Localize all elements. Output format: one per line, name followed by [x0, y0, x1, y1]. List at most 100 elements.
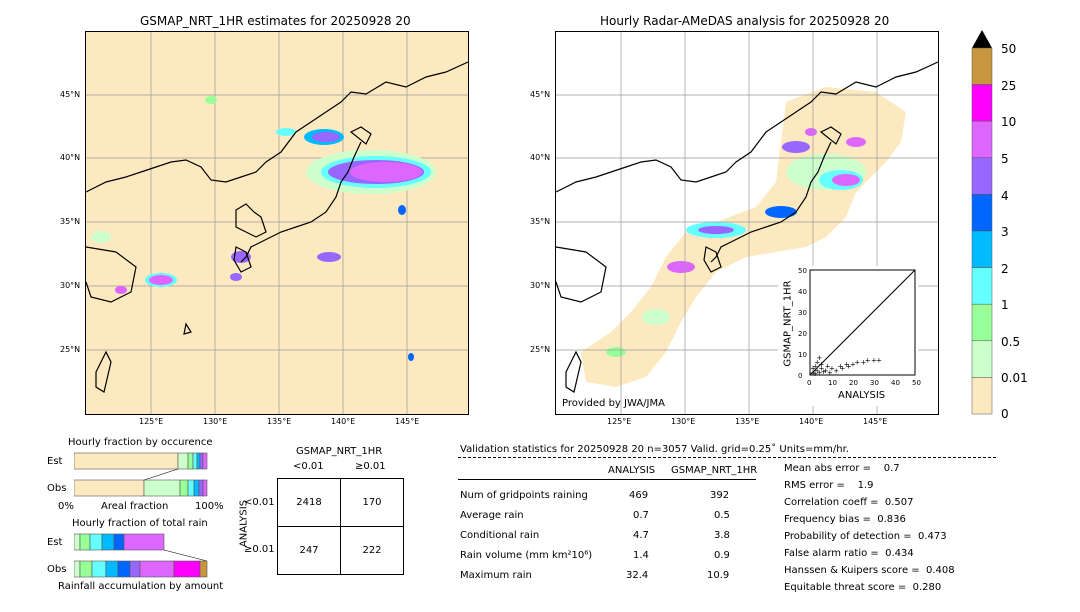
- total-bars: [74, 533, 208, 578]
- scatter-xlabel: ANALYSIS: [838, 390, 886, 401]
- scatter-ytick: 0: [798, 372, 802, 380]
- cbar-label-25: 25: [1001, 79, 1017, 93]
- scatter-point: +: [810, 369, 816, 377]
- left-map: [85, 31, 469, 415]
- scatter-ytick: 10: [798, 351, 807, 359]
- score-6: Hanssen & Kuipers score = 0.408: [784, 565, 955, 576]
- right-lat-40: 40°N: [530, 153, 551, 162]
- cbar-label-5: 5: [1001, 152, 1009, 166]
- scatter-point: +: [861, 358, 867, 366]
- scatter-point: +: [865, 356, 871, 364]
- row-b-0: 392: [710, 490, 730, 501]
- cbar-label-4: 4: [1001, 189, 1009, 203]
- left-lon-135: 135°E: [267, 417, 292, 426]
- scatter-point: +: [814, 367, 820, 375]
- scatter-plot: +++++++++++++++++ ++ + ++++++ 0010102020303…: [798, 267, 921, 387]
- scatter-ytick: 20: [798, 330, 807, 338]
- right-lon-130: 130°E: [671, 417, 696, 426]
- occ-axis-left: 0%: [58, 501, 74, 512]
- scatter-point: +: [876, 356, 882, 364]
- left-lat-35: 35°N: [60, 217, 81, 226]
- score-5: False alarm ratio = 0.434: [784, 548, 914, 559]
- row-label-4: Maximum rain: [460, 570, 532, 581]
- left-lat-30: 30°N: [60, 281, 81, 290]
- cbar-label-0: 0: [1001, 407, 1009, 421]
- left-lon-145: 145°E: [395, 417, 420, 426]
- ct-row2: ≥0.01: [244, 544, 275, 555]
- row-a-4: 32.4: [626, 570, 649, 581]
- score-4: Probability of detection = 0.473: [784, 531, 947, 542]
- ct-col2: ≥0.01: [355, 461, 386, 472]
- right-lat-30: 30°N: [530, 281, 551, 290]
- cbar-label-1: 1: [1001, 298, 1009, 312]
- scatter-ytick: 40: [798, 288, 807, 296]
- right-lat-45: 45°N: [530, 90, 551, 99]
- row-label-1: Average rain: [460, 510, 524, 521]
- stats-rule: [458, 479, 756, 480]
- ct-cell-21: 247: [277, 526, 341, 575]
- cbar-segment-7: [971, 303, 993, 342]
- scatter-point: +: [854, 358, 860, 366]
- score-7: Equitable threat score = 0.280: [784, 582, 942, 593]
- row-label-0: Num of gridpoints raining: [460, 490, 588, 501]
- scatter-point: +: [821, 368, 827, 376]
- scatter-point: +: [837, 363, 843, 371]
- score-3: Frequency bias = 0.836: [784, 514, 906, 525]
- right-lon-145: 145°E: [863, 417, 888, 426]
- scatter-point: +: [850, 361, 856, 369]
- scatter-point: +: [833, 367, 839, 375]
- right-map-svg: [556, 32, 938, 414]
- occ-est-label: Est: [47, 456, 63, 467]
- cbar-label-3: 3: [1001, 225, 1009, 239]
- row-a-0: 469: [629, 490, 649, 501]
- row-label-3: Rain volume (mm km²10⁶): [460, 550, 593, 561]
- right-lon-125: 125°E: [607, 417, 632, 426]
- scatter-point: +: [810, 365, 816, 373]
- scatter-point: +: [871, 356, 877, 364]
- scatter-point: +: [829, 365, 835, 373]
- total-footer: Rainfall accumulation by amount: [58, 581, 224, 592]
- validation-divider: [458, 457, 996, 458]
- row-a-2: 4.7: [633, 530, 649, 541]
- col-gsmap: GSMAP_NRT_1HR: [671, 465, 758, 476]
- occ-title: Hourly fraction by occurence: [68, 437, 213, 448]
- left-lon-130: 130°E: [203, 417, 228, 426]
- ct-cell-22: 222: [340, 526, 404, 575]
- scatter-xtick: 30: [870, 379, 879, 387]
- contingency-table: 2418 170 247 222: [277, 478, 404, 575]
- scatter-point: +: [819, 365, 825, 373]
- scatter-point: +: [844, 361, 850, 369]
- row-b-4: 10.9: [707, 570, 730, 581]
- cbar-segment-0: [971, 47, 993, 85]
- cbar-label-10: 10: [1001, 115, 1017, 129]
- cbar-segment-5: [971, 230, 993, 268]
- scatter-point: +: [823, 367, 829, 375]
- scatter-xtick: 0: [807, 379, 811, 387]
- scatter-point: +: [840, 365, 846, 373]
- scatter-xtick: 10: [828, 379, 837, 387]
- scatter-point: +: [846, 363, 852, 371]
- validation-header: Validation statistics for 20250928 20 n=…: [460, 444, 849, 455]
- cbar-label-0-5: 0.5: [1001, 335, 1021, 349]
- row-label-2: Conditional rain: [460, 530, 540, 541]
- right-lon-135: 135°E: [735, 417, 760, 426]
- total-title: Hourly fraction of total rain: [72, 518, 208, 529]
- score-0: Mean abs error = 0.7: [784, 463, 900, 474]
- cbar-label-50: 50: [1001, 42, 1017, 56]
- scatter-point: +: [814, 358, 820, 366]
- score-1: RMS error = 1.9: [784, 480, 874, 491]
- ct-col1: <0.01: [293, 461, 324, 472]
- occ-axis-right: 100%: [195, 501, 224, 512]
- cbar-segment-2: [971, 120, 993, 159]
- occ-obs-label: Obs: [47, 483, 67, 494]
- scatter-point: +: [819, 361, 825, 369]
- left-lat-25: 25°N: [60, 345, 81, 354]
- cbar-label-0-01: 0.01: [1001, 371, 1028, 385]
- scatter-ytick: 50: [798, 267, 807, 275]
- scatter-xtick: 20: [849, 379, 858, 387]
- ct-row1: <0.01: [244, 497, 275, 508]
- scatter-xtick: 50: [912, 379, 921, 387]
- right-map-title: Hourly Radar-AMeDAS analysis for 2025092…: [600, 14, 890, 28]
- cbar-segment-6: [971, 267, 993, 305]
- right-lon-140: 140°E: [799, 417, 824, 426]
